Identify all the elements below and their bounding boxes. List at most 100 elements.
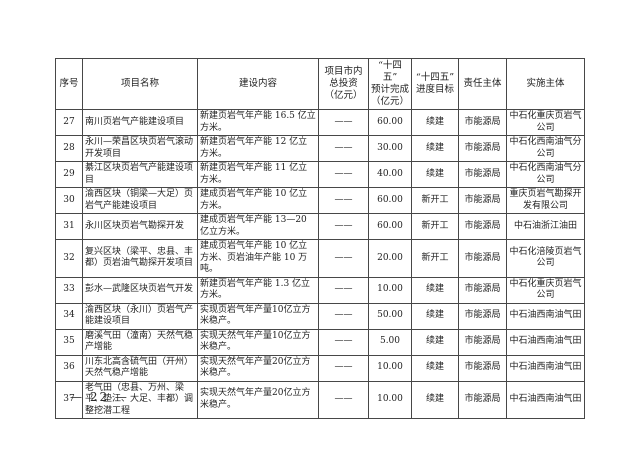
- cell-project-name: 南川页岩气产能建设项目: [82, 109, 198, 136]
- header-cell-construction-content: 建设内容: [197, 58, 319, 110]
- cell-responsible-entity: 市能源局: [458, 109, 507, 136]
- cell-progress-target: 续建: [411, 109, 459, 136]
- cell-project-name: 渝西区块（永川）页岩气产能建设项目: [82, 302, 198, 330]
- cell-construction-content: 新建页岩气年产能 12 亿立方米。: [197, 135, 319, 162]
- cell-project-name: 渝西区块（铜梁—大足）页岩气产能建设项目: [82, 187, 198, 214]
- cell-investment: ——: [318, 109, 369, 136]
- cell-implementing-entity: 中石油西南油气田: [506, 354, 585, 382]
- header-cell-investment: 项目市内 总投资 （亿元）: [318, 58, 369, 110]
- cell-implementing-entity: 中石化重庆页岩气公司: [506, 276, 585, 304]
- cell-construction-content: 建成页岩气年产能 10 亿立方米。: [197, 187, 319, 214]
- cell-construction-content: 实现天然气年产量10亿立方米稳产。: [197, 328, 319, 356]
- cell-implementing-entity: 中石油西南油气田: [506, 302, 585, 330]
- projects-table: 序号 项目名称 建设内容 项目市内 总投资 （亿元） “十四五” 预计完成 （亿…: [55, 58, 585, 419]
- cell-expected-completion: 30.00: [368, 135, 412, 162]
- cell-implementing-entity: 中石化西南油气分公司: [506, 161, 585, 188]
- cell-project-name: 永川—荣昌区块页岩气滚动开发项目: [82, 135, 198, 162]
- cell-progress-target: 续建: [411, 161, 459, 188]
- cell-construction-content: 新建页岩气年产能 16.5 亿立方米。: [197, 109, 319, 136]
- header-cell-progress-target: “十四五” 进度目标: [411, 58, 459, 110]
- cell-project-name: 永川区块页岩气勘探开发: [82, 213, 198, 240]
- cell-index: 28: [55, 135, 83, 162]
- table-row: 30 渝西区块（铜梁—大足）页岩气产能建设项目 建成页岩气年产能 10 亿立方米。 —…: [55, 187, 585, 214]
- cell-index: 31: [55, 213, 83, 240]
- cell-index: 32: [55, 239, 83, 278]
- cell-construction-content: 新建页岩气年产能 11 亿立方米。: [197, 161, 319, 188]
- cell-responsible-entity: 市能源局: [458, 354, 507, 382]
- header-cell-expected-completion: “十四五” 预计完成 （亿元）: [368, 58, 412, 110]
- table-row: 31 永川区块页岩气勘探开发 建成页岩气年产能 13—20 亿立方米。 —— 60.00…: [55, 213, 585, 240]
- cell-responsible-entity: 市能源局: [458, 380, 507, 419]
- cell-investment: ——: [318, 328, 369, 356]
- table-row: 36 川东北高含硫气田（开州）天然气稳产增能 实现天然气年产量20亿立方米稳产。 ——…: [55, 354, 585, 382]
- cell-expected-completion: 5.00: [368, 328, 412, 356]
- cell-index: 34: [55, 302, 83, 330]
- cell-project-name: 复兴区块（梁平、忠县、丰都）页岩油气勘探开发项目: [82, 239, 198, 278]
- cell-implementing-entity: 中石油西南油气田: [506, 328, 585, 356]
- page-number: — 22 —: [70, 390, 129, 404]
- cell-investment: ——: [318, 135, 369, 162]
- header-cell-implementing-entity: 实施主体: [506, 58, 585, 110]
- cell-progress-target: 续建: [411, 328, 459, 356]
- cell-progress-target: 续建: [411, 380, 459, 419]
- cell-responsible-entity: 市能源局: [458, 276, 507, 304]
- cell-progress-target: 续建: [411, 276, 459, 304]
- cell-index: 29: [55, 161, 83, 188]
- cell-index: 30: [55, 187, 83, 214]
- cell-progress-target: 新开工: [411, 239, 459, 278]
- cell-construction-content: 实现天然气年产量20亿立方米稳产。: [197, 380, 319, 419]
- cell-project-name: 綦江区块页岩气产能建设项目: [82, 161, 198, 188]
- cell-implementing-entity: 中石化重庆页岩气公司: [506, 109, 585, 136]
- cell-implementing-entity: 中石化涪陵页岩气公司: [506, 239, 585, 278]
- cell-responsible-entity: 市能源局: [458, 239, 507, 278]
- cell-expected-completion: 60.00: [368, 109, 412, 136]
- table-row: 32 复兴区块（梁平、忠县、丰都）页岩油气勘探开发项目 建成页岩气年产能 10 亿立…: [55, 239, 585, 278]
- cell-expected-completion: 50.00: [368, 302, 412, 330]
- cell-expected-completion: 10.00: [368, 354, 412, 382]
- cell-index: 27: [55, 109, 83, 136]
- table-row: 27 南川页岩气产能建设项目 新建页岩气年产能 16.5 亿立方米。 —— 60.00 续…: [55, 109, 585, 136]
- cell-project-name: 磨溪气田（潼南）天然气稳产增能: [82, 328, 198, 356]
- cell-investment: ——: [318, 213, 369, 240]
- table-body: 27 南川页岩气产能建设项目 新建页岩气年产能 16.5 亿立方米。 —— 60.00 续…: [55, 109, 585, 419]
- table-row: 37 老气田（忠县、万州、梁平、垫江、大足、丰都）调整挖潜工程 实现天然气年产量20…: [55, 380, 585, 419]
- cell-implementing-entity: 中石化西南油气分公司: [506, 135, 585, 162]
- cell-investment: ——: [318, 239, 369, 278]
- cell-investment: ——: [318, 380, 369, 419]
- cell-responsible-entity: 市能源局: [458, 135, 507, 162]
- cell-index: 36: [55, 354, 83, 382]
- cell-expected-completion: 10.00: [368, 380, 412, 419]
- cell-expected-completion: 40.00: [368, 161, 412, 188]
- table-row: 29 綦江区块页岩气产能建设项目 新建页岩气年产能 11 亿立方米。 —— 40.00 续…: [55, 161, 585, 188]
- cell-expected-completion: 60.00: [368, 213, 412, 240]
- header-cell-project-name: 项目名称: [82, 58, 198, 110]
- table-row: 33 彭水—武隆区块页岩气开发 新建页岩气年产能 1.3 亿立方米。 —— 10.00 续…: [55, 276, 585, 304]
- cell-investment: ——: [318, 276, 369, 304]
- cell-construction-content: 建成页岩气年产能 13—20 亿立方米。: [197, 213, 319, 240]
- table-row: 35 磨溪气田（潼南）天然气稳产增能 实现天然气年产量10亿立方米稳产。 —— 5.00…: [55, 328, 585, 356]
- cell-expected-completion: 10.00: [368, 276, 412, 304]
- cell-responsible-entity: 市能源局: [458, 187, 507, 214]
- cell-investment: ——: [318, 161, 369, 188]
- cell-responsible-entity: 市能源局: [458, 328, 507, 356]
- header-cell-responsible-entity: 责任主体: [458, 58, 507, 110]
- cell-construction-content: 新建页岩气年产能 1.3 亿立方米。: [197, 276, 319, 304]
- header-cell-index: 序号: [55, 58, 83, 110]
- cell-investment: ——: [318, 187, 369, 214]
- cell-investment: ——: [318, 354, 369, 382]
- cell-progress-target: 新开工: [411, 187, 459, 214]
- cell-construction-content: 建成页岩气年产能 10 亿立方米、页岩油年产能 10 万吨。: [197, 239, 319, 278]
- cell-responsible-entity: 市能源局: [458, 161, 507, 188]
- cell-implementing-entity: 重庆页岩气勘探开发有限公司: [506, 187, 585, 214]
- cell-progress-target: 续建: [411, 302, 459, 330]
- cell-responsible-entity: 市能源局: [458, 302, 507, 330]
- table-row: 34 渝西区块（永川）页岩气产能建设项目 实现页岩气年产量10亿立方米稳产。 —— 50…: [55, 302, 585, 330]
- cell-progress-target: 新开工: [411, 213, 459, 240]
- cell-project-name: 川东北高含硫气田（开州）天然气稳产增能: [82, 354, 198, 382]
- cell-implementing-entity: 中石油西南油气田: [506, 380, 585, 419]
- cell-investment: ——: [318, 302, 369, 330]
- cell-project-name: 彭水—武隆区块页岩气开发: [82, 276, 198, 304]
- cell-expected-completion: 20.00: [368, 239, 412, 278]
- table-header-row: 序号 项目名称 建设内容 项目市内 总投资 （亿元） “十四五” 预计完成 （亿…: [55, 58, 585, 110]
